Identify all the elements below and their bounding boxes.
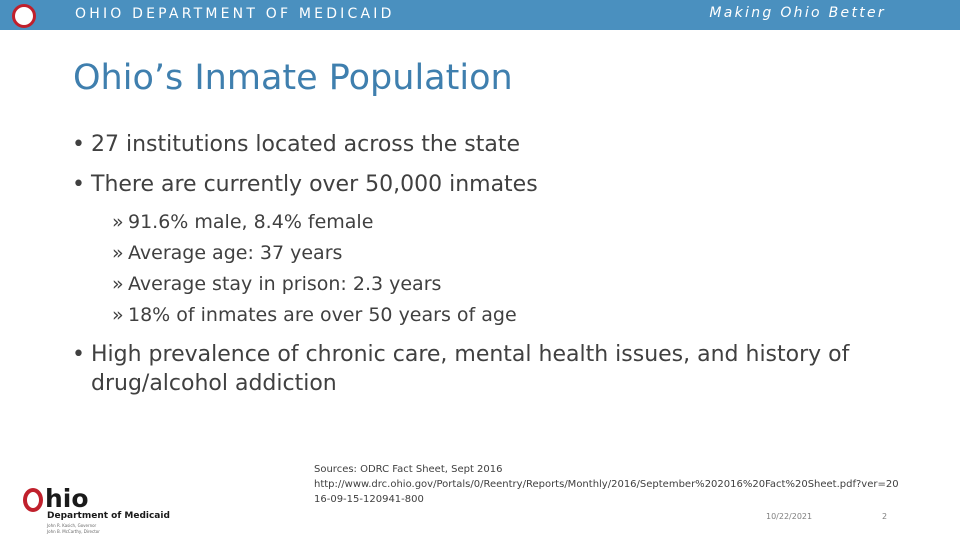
sources-link[interactable]: http://www.drc.ohio.gov/Portals/0/Reentr… bbox=[314, 479, 899, 505]
sub-bullet-chevron-icon: » bbox=[112, 211, 124, 233]
bullet-text: High prevalence of chronic care, mental … bbox=[91, 342, 850, 396]
ohio-wordmark-text: hio bbox=[45, 484, 89, 513]
department-name: OHIO DEPARTMENT OF MEDICAID bbox=[75, 6, 395, 22]
sub-bullet-chevron-icon: » bbox=[112, 304, 124, 326]
sub-bullet-text: 91.6% male, 8.4% female bbox=[128, 211, 374, 233]
sub-bullet-chevron-icon: » bbox=[112, 242, 124, 264]
bullet-text: 27 institutions located across the state bbox=[91, 132, 521, 157]
bullet-dot-icon: • bbox=[72, 172, 85, 197]
tagline: Making Ohio Better bbox=[709, 5, 886, 21]
sub-bullet-text: Average age: 37 years bbox=[128, 242, 343, 264]
sub-bullet-item: » 91.6% male, 8.4% female bbox=[112, 207, 892, 238]
bullet-list: • 27 institutions located across the sta… bbox=[72, 130, 892, 398]
bullet-item: • There are currently over 50,000 inmate… bbox=[72, 170, 892, 199]
bullet-dot-icon: • bbox=[72, 132, 85, 157]
sources-note: Sources: ODRC Fact Sheet, Sept 2016 http… bbox=[314, 462, 904, 507]
logo-department: Department of Medicaid bbox=[47, 511, 170, 521]
bullet-dot-icon: • bbox=[72, 342, 85, 367]
sub-bullet-chevron-icon: » bbox=[112, 273, 124, 295]
bullet-text: There are currently over 50,000 inmates bbox=[91, 172, 538, 197]
footer-date: 10/22/2021 bbox=[766, 512, 813, 521]
page-number: 2 bbox=[882, 512, 888, 521]
bullet-item: • 27 institutions located across the sta… bbox=[72, 130, 892, 159]
sub-bullet-text: Average stay in prison: 2.3 years bbox=[128, 273, 442, 295]
ohio-medicaid-logo: hio Department of Medicaid John R. Kasic… bbox=[22, 484, 170, 536]
sources-label: Sources: ODRC Fact Sheet, Sept 2016 bbox=[314, 464, 503, 475]
sub-bullet-item: » 18% of inmates are over 50 years of ag… bbox=[112, 300, 892, 331]
logo-director: John B. McCarthy, Director bbox=[47, 529, 100, 534]
ohio-circle-logo-icon bbox=[12, 4, 36, 28]
sub-bullet-list: » 91.6% male, 8.4% female » Average age:… bbox=[112, 207, 892, 331]
ohio-o-circle-icon bbox=[23, 488, 43, 512]
slide-title: Ohio’s Inmate Population bbox=[73, 58, 513, 98]
header-bar: OHIO DEPARTMENT OF MEDICAID Making Ohio … bbox=[0, 0, 960, 30]
logo-governor: John R. Kasich, Governor bbox=[47, 523, 97, 528]
sub-bullet-text: 18% of inmates are over 50 years of age bbox=[128, 304, 517, 326]
bullet-item: • High prevalence of chronic care, menta… bbox=[72, 340, 892, 398]
sub-bullet-item: » Average age: 37 years bbox=[112, 238, 892, 269]
sub-bullet-item: » Average stay in prison: 2.3 years bbox=[112, 269, 892, 300]
